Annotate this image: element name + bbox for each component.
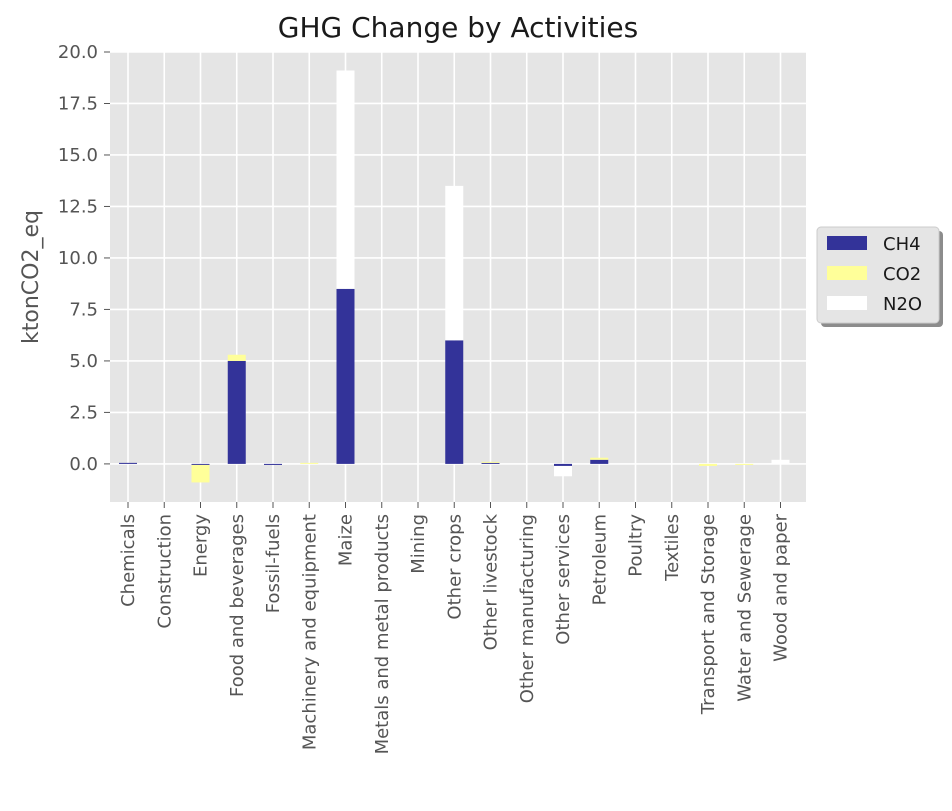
legend-swatch-ch4 (827, 236, 867, 250)
legend-items: CH4 CO2 N2O (827, 234, 922, 315)
x-tick-label: Maize (336, 514, 357, 566)
chart-title: GHG Change by Activities (278, 11, 638, 44)
x-tick-label: Energy (191, 514, 212, 577)
y-tick-label: 5.0 (69, 351, 98, 372)
bar-co2 (191, 464, 210, 483)
bar-ch4 (227, 360, 246, 464)
x-tick-label: Transport and Storage (698, 514, 719, 715)
y-tick-label: 12.5 (58, 196, 98, 217)
x-tick-label: Wood and paper (771, 513, 792, 661)
bar-ch4 (336, 288, 355, 464)
y-tick-label: 20.0 (58, 42, 98, 63)
y-axis-label: ktonCO2_eq (19, 210, 44, 344)
bar-ch4 (119, 462, 137, 464)
legend: CH4 CO2 N2O (816, 226, 943, 327)
x-tick-label: Chemicals (118, 514, 139, 607)
bar-ch4 (264, 463, 282, 465)
x-tick-label: Machinery and equipment (299, 514, 320, 750)
y-tick-label: 2.5 (69, 402, 98, 423)
legend-label-n2o: N2O (883, 294, 922, 315)
bar-ch4 (590, 459, 609, 464)
bar-ch4 (554, 463, 572, 466)
legend-label-ch4: CH4 (883, 234, 921, 255)
x-tick-label: Water and Sewerage (734, 514, 755, 702)
bar-n2o (771, 459, 790, 464)
legend-swatch-n2o (827, 296, 867, 310)
x-tick-label: Food and beverages (227, 514, 248, 697)
x-tick-label: Fossil-fuels (263, 514, 284, 613)
x-tick-label: Other crops (444, 514, 465, 620)
bar-co2 (300, 462, 319, 464)
x-tick-label: Textiles (662, 514, 683, 582)
y-axis-ticks: 0.0 2.5 5.0 7.5 10.0 12.5 15.0 17.5 20.0 (58, 42, 110, 475)
bar-ch4 (481, 462, 500, 464)
bar-n2o (554, 465, 572, 477)
bar-co2 (227, 354, 246, 361)
bar-co2 (590, 457, 609, 460)
bar-ch4 (191, 463, 210, 465)
x-tick-label: Construction (154, 514, 175, 629)
x-tick-label: Metals and metal products (372, 514, 393, 754)
bar-co2 (699, 463, 717, 466)
bar-co2 (481, 461, 500, 463)
bars (119, 70, 790, 483)
y-tick-label: 0.0 (69, 454, 98, 475)
x-tick-label: Poultry (626, 514, 647, 577)
y-tick-label: 15.0 (58, 145, 98, 166)
legend-swatch-co2 (827, 266, 867, 280)
grid-lines (110, 51, 806, 502)
x-tick-label: Other services (553, 514, 574, 645)
x-tick-label: Other manufacturing (517, 514, 538, 703)
y-tick-label: 7.5 (69, 299, 98, 320)
bar-n2o (445, 185, 464, 341)
x-tick-label: Other livestock (481, 513, 502, 650)
bar-ch4 (445, 340, 464, 464)
bar-n2o (336, 70, 355, 289)
x-tick-label: Mining (408, 514, 429, 574)
bar-co2 (735, 463, 754, 465)
x-axis-ticks: Chemicals Construction Energy Food and beve… (118, 502, 792, 754)
legend-label-co2: CO2 (883, 264, 921, 285)
x-tick-label: Petroleum (589, 514, 610, 605)
y-tick-label: 10.0 (58, 248, 98, 269)
y-tick-label: 17.5 (58, 93, 98, 114)
